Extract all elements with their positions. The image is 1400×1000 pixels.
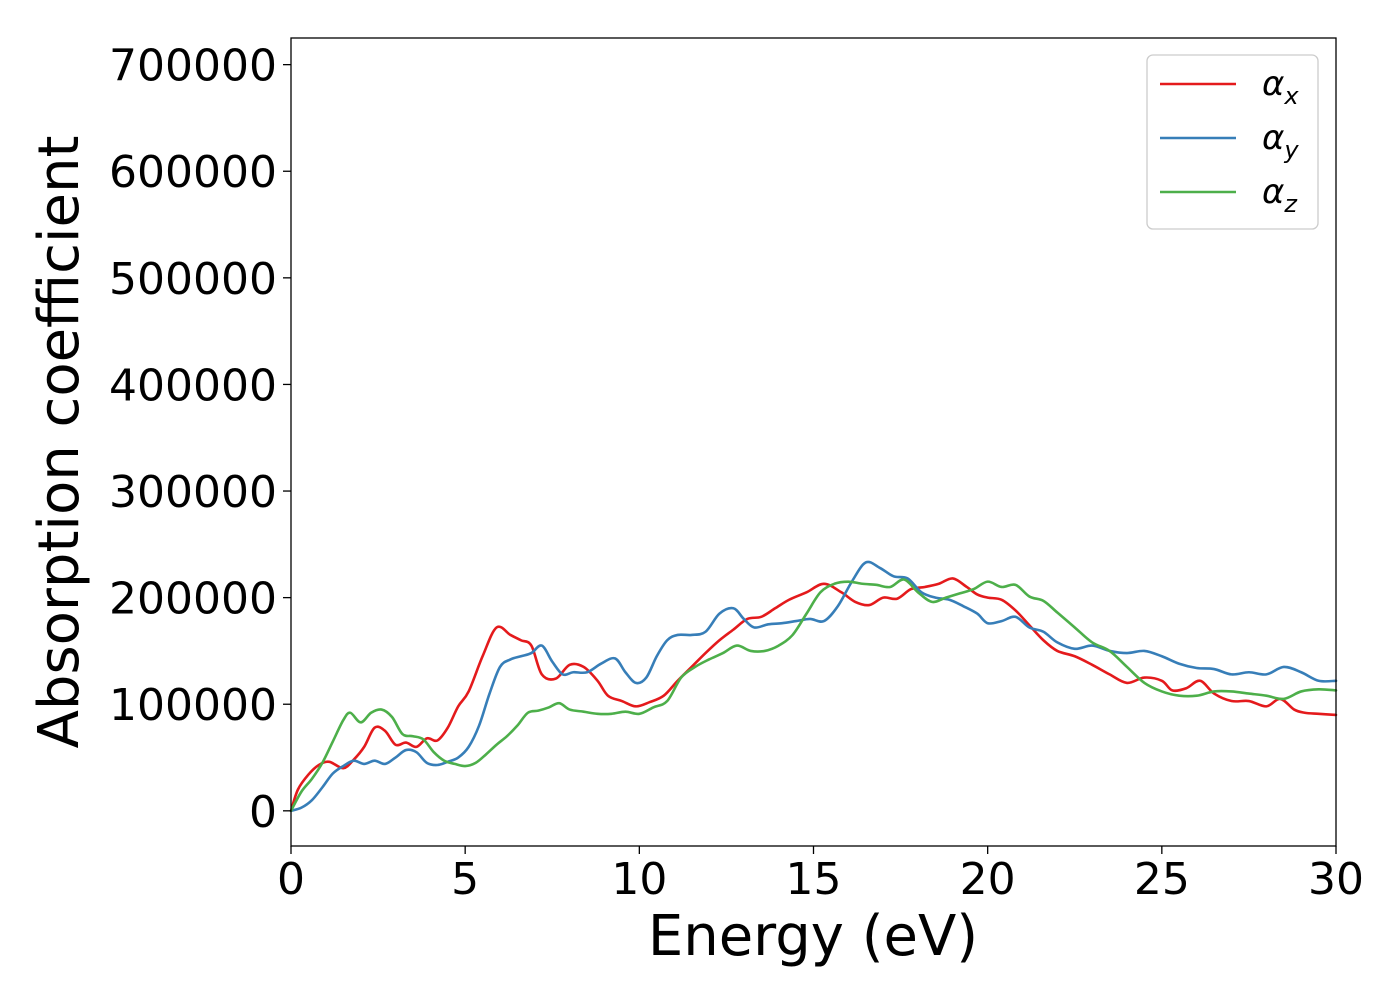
legend-label-alpha-y: αy — [1262, 118, 1299, 164]
y-tick-label: 500000 — [109, 254, 277, 305]
x-tick-label: 10 — [611, 854, 667, 905]
y-tick-label: 200000 — [109, 574, 277, 625]
x-tick-label: 20 — [960, 854, 1016, 905]
y-axis: 0 100000 200000 300000 400000 500000 600000 700… — [109, 41, 291, 838]
legend-label-alpha-z: αz — [1262, 172, 1298, 218]
x-tick-label: 0 — [277, 854, 305, 905]
y-tick-label: 0 — [249, 787, 277, 838]
y-axis-title: Absorption coefficient — [27, 136, 92, 749]
legend-symbol: α — [1262, 64, 1284, 104]
x-tick-label: 5 — [451, 854, 479, 905]
x-tick-label: 25 — [1134, 854, 1190, 905]
legend-symbol: α — [1262, 118, 1284, 158]
legend-box — [1146, 54, 1319, 230]
y-tick-label: 400000 — [109, 360, 277, 411]
y-tick-label: 300000 — [109, 467, 277, 518]
legend-subscript: z — [1283, 190, 1298, 218]
legend-symbol: α — [1262, 172, 1284, 212]
x-tick-label: 15 — [786, 854, 842, 905]
y-tick-label: 600000 — [109, 147, 277, 198]
x-axis-title: Energy (eV) — [648, 904, 978, 969]
legend-subscript: x — [1283, 82, 1299, 110]
y-tick-label: 700000 — [109, 41, 277, 92]
y-tick-label: 100000 — [109, 680, 277, 731]
legend-subscript: y — [1283, 136, 1299, 164]
legend-label-alpha-x: αx — [1262, 64, 1299, 110]
series-line-alpha-x — [289, 577, 1338, 813]
x-axis: 0 5 10 15 20 25 30 — [277, 846, 1364, 905]
x-tick-label: 30 — [1308, 854, 1364, 905]
series-line-alpha-z — [289, 578, 1338, 813]
series-layer — [289, 560, 1338, 813]
